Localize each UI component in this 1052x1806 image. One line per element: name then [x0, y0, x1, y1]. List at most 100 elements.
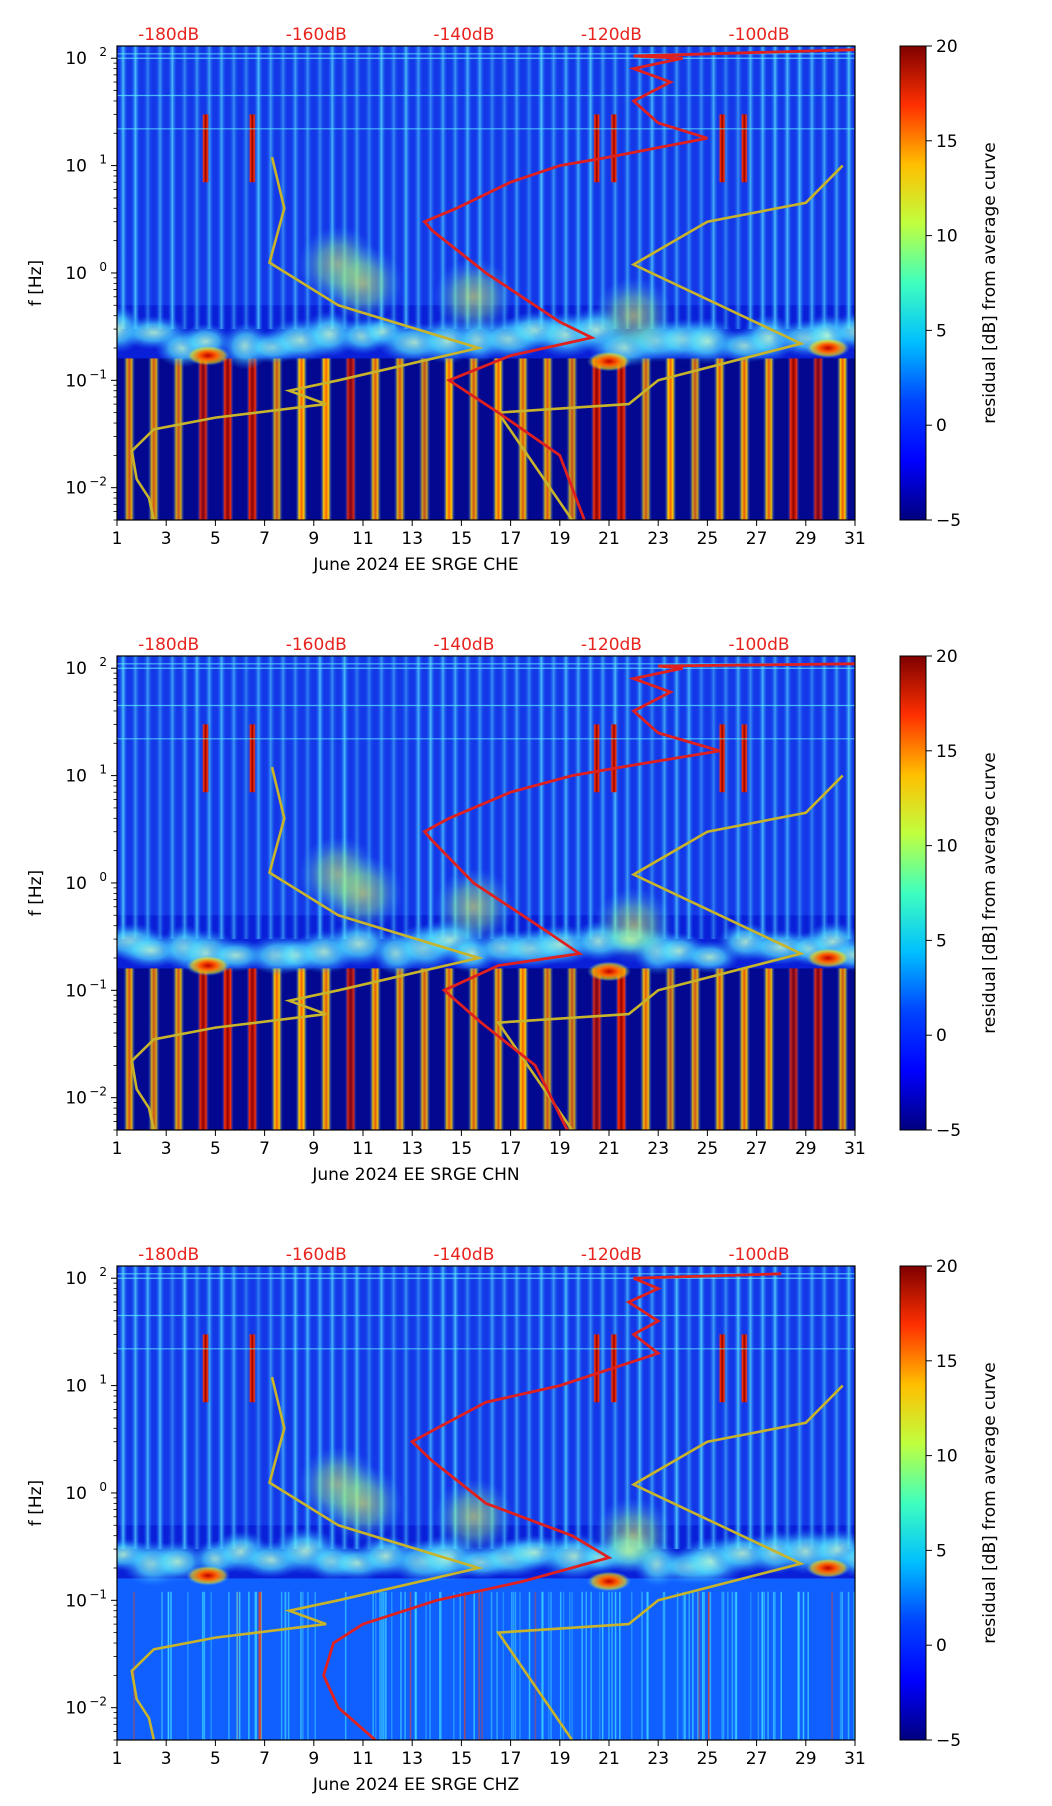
streak-thin [236, 1591, 238, 1740]
y-tick-exponent: 2 [99, 45, 107, 59]
streak-lower [147, 968, 160, 1130]
streak-thin [287, 1591, 290, 1740]
streak-lower [689, 968, 702, 1130]
streak-thin [548, 1591, 550, 1740]
streak-thin [841, 1591, 844, 1740]
streak-upper [659, 1266, 669, 1550]
y-tick-label: 10 [65, 659, 87, 679]
streak-lower [713, 968, 726, 1130]
heatmap [117, 1266, 855, 1740]
streak-lower [516, 358, 529, 520]
streak-lower [123, 358, 136, 520]
heatmap-lower-band [117, 968, 855, 1130]
median-psd-curve [322, 1272, 782, 1740]
streak-thin [255, 1591, 258, 1740]
x-tick-label: 13 [401, 529, 423, 549]
streak-thin [763, 1591, 766, 1740]
streak-thin [510, 1591, 513, 1740]
x-axis-label: June 2024 EE SRGE CHE [312, 555, 518, 575]
streak-thin [727, 1591, 729, 1740]
streak-thin [688, 1591, 690, 1740]
streak-thin [662, 1591, 665, 1740]
streak-upper [647, 1266, 657, 1550]
streak-thin [749, 1591, 752, 1740]
streak-upper [807, 656, 817, 940]
streak-lower [492, 358, 505, 520]
streak-thin [502, 1591, 505, 1740]
streak-thin [631, 1591, 633, 1740]
streak-thin [258, 1591, 261, 1740]
colorbar-label: residual [dB] from average curve [980, 752, 1000, 1033]
hot-blob [805, 337, 850, 358]
streak-upper [204, 46, 214, 330]
streak-upper [536, 46, 546, 330]
streak-thin [559, 1591, 562, 1740]
colorbar-gradient [900, 656, 926, 1130]
streak-upper [832, 46, 841, 330]
streak-upper [266, 46, 276, 330]
heatmap-lower-band [117, 1578, 855, 1740]
streak-lower [221, 968, 234, 1130]
heatmap-lower-band [117, 358, 855, 520]
y-tick-label: 10 [65, 767, 87, 787]
streak-thin [807, 1591, 809, 1740]
streak-upper [155, 46, 165, 330]
streak-thin [453, 1591, 455, 1740]
streak-upper [549, 46, 559, 330]
streak-lower [590, 968, 603, 1130]
streak-thin [709, 1591, 712, 1740]
streak-upper [758, 1266, 768, 1550]
streak-upper [438, 46, 448, 330]
top-db-label: -140dB [433, 25, 494, 45]
top-db-label: -180dB [138, 635, 199, 655]
streak-lower [566, 968, 579, 1130]
streak-lower [123, 968, 136, 1130]
top-db-label: -140dB [433, 635, 494, 655]
streak-thin [391, 1591, 393, 1740]
streak-thin [568, 1591, 571, 1740]
streak-upper [475, 1266, 485, 1550]
streak-hot [592, 1334, 601, 1403]
y-tick-label: 10 [65, 1699, 87, 1719]
noise-model-curve [130, 1376, 484, 1740]
streak-upper [364, 1266, 374, 1550]
streak-lower [615, 358, 628, 520]
streak-upper [290, 46, 300, 330]
top-db-label: -160dB [286, 25, 347, 45]
x-tick-label: 17 [500, 1749, 522, 1769]
streak-upper [586, 656, 595, 940]
streak-thin [542, 1591, 544, 1740]
y-tick-label: 10 [65, 1591, 87, 1611]
colorbar-gradient [900, 1266, 926, 1740]
streak-upper [155, 1266, 165, 1550]
streak-upper [561, 656, 571, 940]
streak-upper [746, 1266, 755, 1550]
x-tick-label: 7 [259, 1139, 270, 1159]
streak-lower [541, 968, 554, 1130]
y-tick-label: 10 [65, 1089, 87, 1109]
streak-hot [718, 114, 727, 183]
streak-lower [467, 358, 480, 520]
streak-thin [701, 1591, 704, 1740]
colorbar-tick-label: −5 [936, 1121, 961, 1141]
streak-thin [698, 1591, 700, 1740]
streak-upper [758, 656, 768, 940]
y-tick-label: 10 [65, 49, 87, 69]
noise-model-curve [130, 156, 484, 520]
streak-thin [425, 1591, 427, 1740]
x-tick-label: 27 [746, 1139, 768, 1159]
colorbar-tick-label: 15 [936, 132, 958, 152]
streak-upper [315, 1266, 325, 1550]
streak-lower [295, 968, 308, 1130]
streak-upper [167, 656, 177, 940]
y-tick-exponent: −2 [89, 475, 107, 489]
streak-upper [413, 1266, 423, 1550]
streak-thin [300, 1591, 302, 1740]
streak-upper [573, 46, 583, 330]
x-tick-label: 25 [697, 1139, 719, 1159]
streak-upper [536, 656, 546, 940]
x-tick-label: 13 [401, 1749, 423, 1769]
streak-upper [352, 46, 362, 330]
